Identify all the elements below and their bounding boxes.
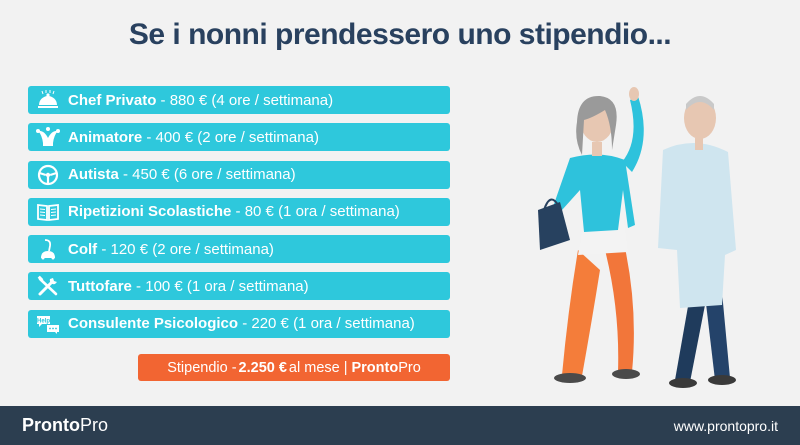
item-detail: - 220 € (1 ora / settimana) [238, 315, 415, 333]
footer-logo: ProntoPro [22, 415, 108, 436]
help-speech-bubble-icon: Help [28, 310, 68, 338]
footer-url[interactable]: www.prontopro.it [673, 417, 778, 434]
vacuum-cleaner-icon [28, 235, 68, 263]
item-detail: - 880 € (4 ore / settimana) [156, 91, 334, 109]
footer-logo-regular: Pro [80, 415, 109, 435]
footer-bar: ProntoPro www.prontopro.it [0, 406, 800, 445]
item-name: Autista [68, 166, 119, 184]
list-item: Chef Privato - 880 € (4 ore / settimana) [28, 86, 450, 114]
grandfather-figure [658, 96, 736, 388]
item-name: Ripetizioni Scolastiche [68, 203, 232, 221]
footer-logo-bold: Pronto [22, 415, 80, 435]
tools-icon [28, 272, 68, 300]
item-name: Chef Privato [68, 91, 157, 109]
item-name: Colf [68, 240, 98, 258]
total-prefix: Stipendio - [167, 359, 237, 376]
total-amount: 2.250 € [238, 359, 287, 376]
item-detail: - 400 € (2 ore / settimana) [142, 128, 319, 146]
cloche-icon [28, 86, 68, 114]
list-item: Colf - 120 € (2 ore / settimana) [28, 235, 450, 264]
help-bubble-text: Help [37, 318, 50, 324]
steering-wheel-icon [28, 161, 68, 189]
page-title: Se i nonni prendessero uno stipendio... [128, 18, 672, 51]
item-name: Animatore [68, 128, 143, 146]
list-item: Animatore - 400 € (2 ore / settimana) [28, 123, 450, 152]
item-detail: - 120 € (2 ore / settimana) [97, 240, 274, 258]
grandmother-figure [538, 87, 644, 383]
list-item: Autista - 450 € (6 ore / settimana) [28, 160, 450, 189]
list-item: Tuttofare - 100 € (1 ora / settimana) [28, 272, 450, 301]
salary-list: Chef Privato - 880 € (4 ore / settimana)… [28, 86, 450, 347]
list-item: Ripetizioni Scolastiche - 80 € (1 ora / … [28, 197, 450, 226]
total-separator: | [343, 359, 348, 376]
elderly-couple-illustration [538, 87, 736, 388]
item-detail: - 450 € (6 ore / settimana) [118, 166, 296, 184]
total-suffix: al mese [288, 359, 340, 376]
list-item: Help Consulente Psicologico - 220 € (1 o… [28, 309, 450, 338]
total-brand-bold: Pronto [351, 359, 399, 376]
jester-hat-icon [28, 123, 68, 151]
total-salary-badge: Stipendio - 2.250 € al mese | Pronto Pro [138, 354, 450, 381]
item-name: Tuttofare [68, 277, 132, 295]
total-brand-regular: Pro [398, 359, 421, 376]
item-name: Consulente Psicologico [68, 315, 239, 333]
item-detail: - 100 € (1 ora / settimana) [131, 277, 309, 295]
book-icon [28, 198, 68, 226]
item-detail: - 80 € (1 ora / settimana) [231, 203, 400, 221]
